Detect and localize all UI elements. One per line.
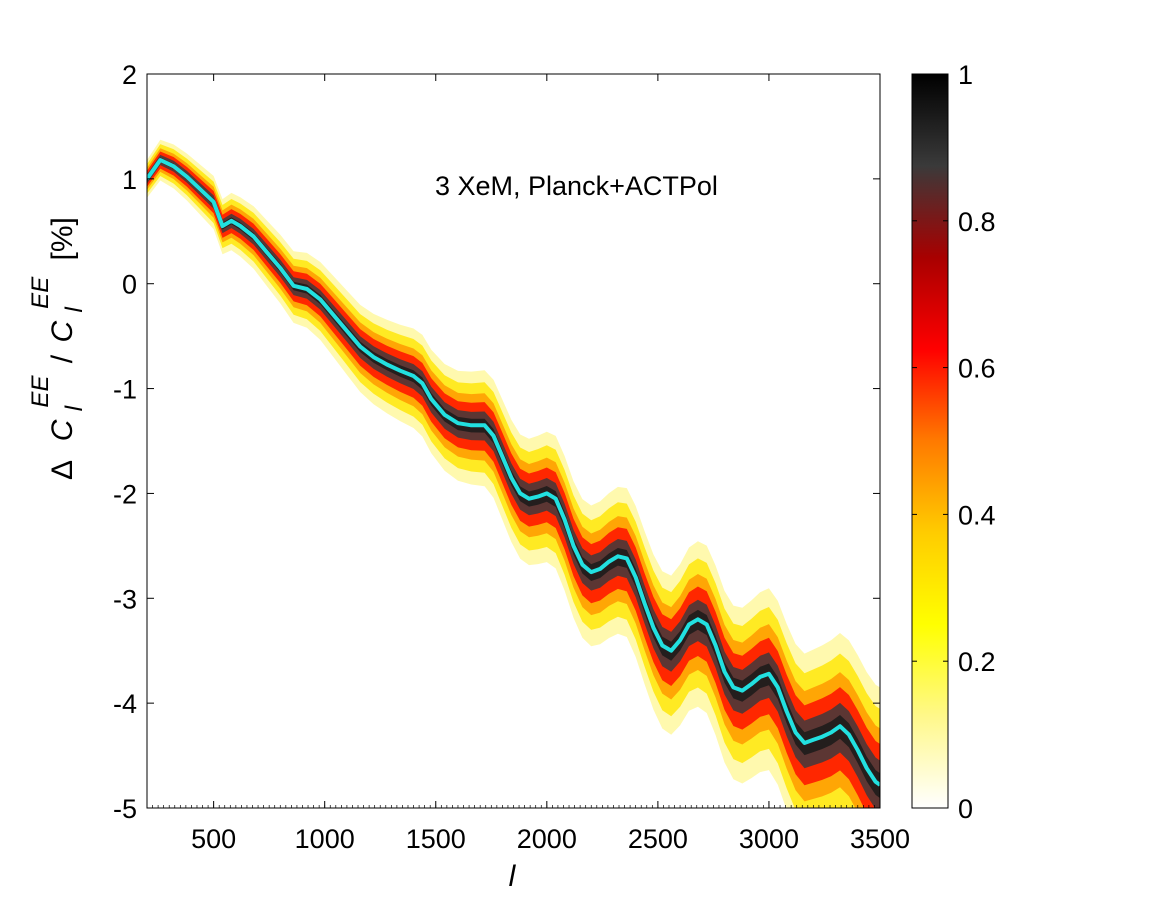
x-tick-label: 2500 bbox=[628, 824, 688, 854]
x-tick-label: 1500 bbox=[406, 824, 466, 854]
colorbar-tick-label: 0.6 bbox=[958, 354, 996, 384]
y-tick-label: 0 bbox=[122, 270, 137, 300]
y-tick-label: -1 bbox=[113, 375, 137, 405]
svg-text:Δ C l EE: Δ C l EE / C l EE [%] bbox=[22, 217, 89, 480]
colorbar-ticks: 0 0.2 0.4 0.6 0.8 1 bbox=[912, 60, 996, 824]
x-tick-label: 500 bbox=[191, 824, 236, 854]
y-label-den-sub: l bbox=[61, 307, 88, 313]
y-tick-label: 2 bbox=[122, 60, 137, 90]
colorbar-tick-label: 0.8 bbox=[958, 207, 996, 237]
colorbar-tick-label: 0.4 bbox=[958, 500, 996, 530]
y-label-den-sup: EE bbox=[27, 276, 54, 309]
x-tick-label: 2000 bbox=[517, 824, 577, 854]
y-label-unit: [%] bbox=[46, 217, 79, 260]
series-lines bbox=[147, 158, 880, 787]
y-label-prefix: Δ bbox=[46, 460, 79, 480]
colorbar bbox=[911, 73, 949, 809]
y-tick-label: 1 bbox=[122, 165, 137, 195]
annotation-label: 3 XeM, Planck+ACTPol bbox=[435, 171, 718, 201]
x-tick-label: 3500 bbox=[850, 824, 910, 854]
x-axis-ticks: 500 1000 1500 2000 2500 3000 3500 bbox=[146, 74, 910, 854]
colorbar-tick-label: 1 bbox=[958, 60, 973, 90]
x-tick-label: 1000 bbox=[295, 824, 355, 854]
y-label-slash: / bbox=[46, 354, 79, 363]
y-label-num-symbol: C bbox=[46, 419, 79, 441]
x-axis-label: l bbox=[509, 860, 517, 893]
colorbar-tick-label: 0.2 bbox=[958, 647, 996, 677]
y-tick-label: -3 bbox=[113, 584, 137, 614]
x-tick-label: 3000 bbox=[739, 824, 799, 854]
y-tick-label: -2 bbox=[113, 479, 137, 509]
y-axis-ticks: 2 1 0 -1 -2 -3 -4 -5 bbox=[113, 60, 880, 824]
y-label-den-symbol: C bbox=[46, 321, 79, 343]
y-tick-label: -4 bbox=[113, 689, 137, 719]
colorbar-tick-label: 0 bbox=[958, 794, 973, 824]
y-label-num-sub: l bbox=[61, 405, 88, 411]
series-line-best-fit bbox=[147, 158, 880, 787]
y-axis-label: Δ C l EE / C l EE [%] bbox=[22, 217, 89, 480]
y-tick-label: -5 bbox=[113, 794, 137, 824]
y-label-num-sup: EE bbox=[27, 375, 54, 408]
